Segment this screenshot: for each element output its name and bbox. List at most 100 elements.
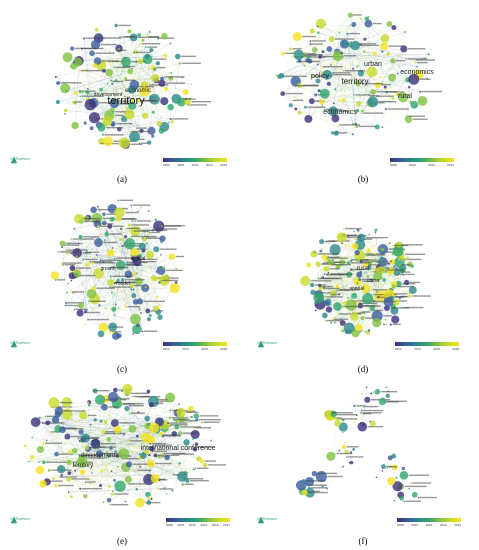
- node-label-mark: [359, 259, 377, 261]
- network-edge: [39, 417, 70, 463]
- network-node: [291, 99, 293, 102]
- network-node: [371, 278, 373, 281]
- node-label: spatial: [350, 286, 364, 292]
- network-node: [89, 482, 92, 485]
- network-node: [336, 232, 347, 243]
- network-node: [322, 69, 333, 80]
- network-node: [149, 95, 154, 100]
- network-node: [315, 18, 326, 29]
- network-node: [73, 90, 78, 96]
- network-edge: [82, 91, 186, 100]
- network-node: [109, 51, 111, 53]
- node-label-mark: [383, 315, 392, 317]
- node-label-mark: [325, 108, 343, 111]
- network-node: [63, 495, 66, 497]
- network-edge: [352, 15, 409, 120]
- network-node: [140, 452, 147, 459]
- network-node: [330, 410, 337, 418]
- node-label-mark: [198, 418, 221, 421]
- network-node: [168, 254, 172, 258]
- network-node: [343, 322, 355, 334]
- node-label-mark: [75, 267, 91, 269]
- node-label-mark: [81, 69, 103, 72]
- color-legend: [163, 158, 227, 162]
- network-node: [336, 313, 339, 315]
- network-node: [311, 46, 318, 53]
- network-node: [96, 254, 98, 256]
- network-node: [167, 422, 169, 425]
- network-node: [106, 82, 109, 85]
- network-edge: [53, 478, 91, 484]
- network-edge: [120, 265, 127, 308]
- network-edge: [118, 48, 128, 109]
- network-node: [89, 261, 92, 263]
- network-node: [354, 249, 360, 256]
- node-label-mark: [362, 412, 382, 414]
- network-node: [327, 259, 334, 266]
- node-label-mark: [126, 227, 141, 230]
- network-edge: [335, 116, 408, 132]
- network-node: [130, 248, 139, 257]
- network-edge: [357, 38, 386, 67]
- network-edge: [375, 232, 394, 255]
- network-node: [145, 308, 151, 314]
- network-node: [78, 420, 81, 422]
- panel-f: VOSviewer 2008 2010 2012 2014 2016: [245, 372, 471, 532]
- network-node: [160, 253, 162, 256]
- network-edge: [80, 295, 134, 314]
- network-edge: [105, 307, 127, 309]
- network-edge: [114, 285, 132, 316]
- node-label-mark: [387, 108, 410, 110]
- node-label: policy: [311, 73, 329, 80]
- vosviewer-logo: VOSviewer: [10, 516, 30, 524]
- network-node: [400, 45, 408, 53]
- node-label-mark: [339, 124, 361, 126]
- network-edge: [144, 239, 164, 269]
- network-node: [310, 289, 316, 296]
- network-node: [114, 450, 117, 454]
- network-node: [332, 294, 335, 297]
- network-node: [49, 431, 52, 433]
- node-label-mark: [45, 442, 63, 444]
- legend-ticks: 2008 2010 2012 2014 2016: [397, 523, 461, 527]
- network-node: [132, 288, 135, 291]
- node-label-mark: [323, 287, 340, 290]
- network-edge: [65, 77, 112, 92]
- network-edge: [107, 97, 130, 142]
- caption-a: (a): [117, 174, 127, 184]
- node-label-mark: [376, 90, 398, 93]
- network-node: [108, 322, 118, 332]
- network-node: [323, 265, 330, 272]
- network-edge: [135, 258, 149, 311]
- network-edge: [25, 445, 45, 463]
- network-edge: [74, 83, 113, 103]
- network-node: [406, 115, 409, 118]
- node-label-mark: [119, 199, 134, 202]
- network-edge: [62, 226, 110, 265]
- network-node: [147, 317, 151, 322]
- node-label-mark: [199, 415, 219, 417]
- network-node: [147, 126, 156, 135]
- network-node: [360, 112, 363, 115]
- network-node: [349, 24, 352, 27]
- network-edge: [81, 420, 161, 433]
- network-edge: [311, 72, 361, 102]
- network-node: [76, 456, 88, 468]
- network-edge: [360, 73, 368, 96]
- network-edge: [151, 67, 154, 98]
- node-label-mark: [87, 414, 97, 417]
- network-node: [371, 310, 383, 322]
- network-node: [359, 17, 362, 20]
- network-node: [153, 305, 160, 312]
- network-node: [74, 469, 77, 472]
- network-node: [369, 305, 375, 311]
- network-node: [147, 496, 151, 501]
- network-edge: [74, 228, 79, 244]
- node-label-mark: [362, 311, 371, 313]
- network-node: [293, 96, 296, 98]
- network-node: [146, 500, 152, 505]
- node-label-mark: [330, 293, 340, 296]
- node-label-mark: [186, 478, 204, 480]
- network-edge: [68, 389, 116, 420]
- network-edge: [321, 91, 387, 103]
